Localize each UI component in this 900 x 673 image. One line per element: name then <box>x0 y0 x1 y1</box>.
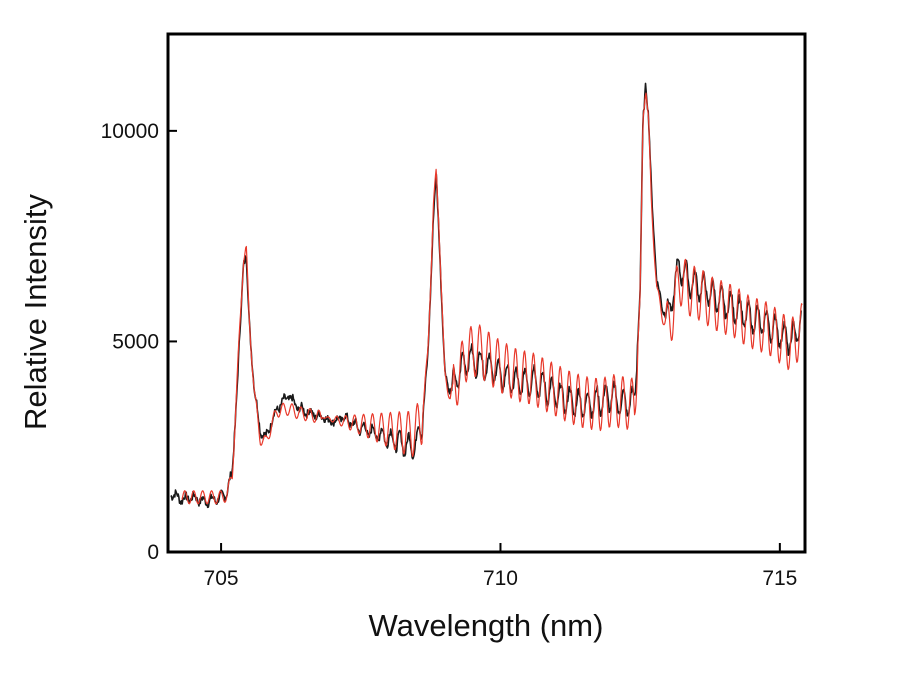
x-tick-label: 705 <box>204 567 239 590</box>
series-line-red <box>181 92 803 505</box>
x-ticks: 705 710 715 <box>204 543 797 590</box>
x-tick-label: 715 <box>762 567 797 590</box>
plot-background <box>168 34 805 552</box>
plot-frame <box>166 32 807 554</box>
y-tick-label: 0 <box>147 541 159 564</box>
y-axis-title: Relative Intensity <box>18 193 53 430</box>
x-axis-title: Wavelength (nm) <box>369 608 604 643</box>
y-ticks: 0 5000 10000 <box>101 120 177 564</box>
x-tick-label: 710 <box>483 567 518 590</box>
y-tick-label: 10000 <box>101 120 159 143</box>
y-tick-label: 5000 <box>112 330 159 353</box>
series-layer <box>170 82 803 509</box>
series-line-black <box>170 82 802 509</box>
